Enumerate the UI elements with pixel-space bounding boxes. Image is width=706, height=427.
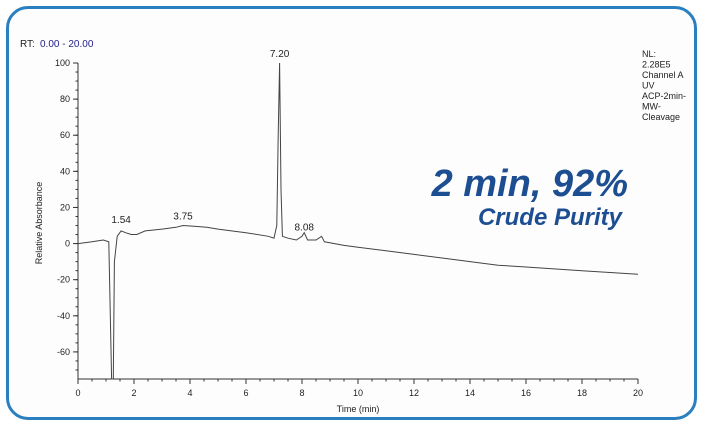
peak-label: 7.20 xyxy=(270,49,290,60)
y-tick-label: -40 xyxy=(57,311,70,321)
x-tick-label: 14 xyxy=(465,388,475,398)
range-label-prefix: RT: xyxy=(20,39,35,50)
x-tick-label: 20 xyxy=(633,388,643,398)
x-tick-label: 6 xyxy=(243,388,248,398)
y-tick-label: 80 xyxy=(60,94,70,104)
y-tick-label: 40 xyxy=(60,166,70,176)
y-axis-label: Relative Absorbance xyxy=(34,182,44,265)
info-line: NL: xyxy=(642,49,656,59)
info-line: Channel A xyxy=(642,70,684,80)
x-tick-label: 16 xyxy=(521,388,531,398)
x-tick-label: 8 xyxy=(299,388,304,398)
info-line: MW- xyxy=(642,102,661,112)
peak-label: 3.75 xyxy=(173,212,193,223)
chart-frame xyxy=(6,6,697,420)
y-axis: 100 80 60 40 20 0 -20 -40 -60 xyxy=(55,58,79,379)
x-tick-label: 4 xyxy=(187,388,192,398)
info-line: 2.28E5 xyxy=(642,60,671,70)
y-tick-label: 60 xyxy=(60,130,70,140)
x-axis: 0 2 4 6 8 10 12 14 16 18 20 xyxy=(75,378,643,398)
x-tick-label: 12 xyxy=(409,388,419,398)
absorbance-trace xyxy=(77,62,639,380)
x-tick-label: 18 xyxy=(577,388,587,398)
info-line: ACP-2min- xyxy=(642,91,686,101)
x-tick-label: 2 xyxy=(131,388,136,398)
peak-label: 1.54 xyxy=(111,215,131,226)
x-tick-label: 10 xyxy=(353,388,363,398)
y-tick-label: -20 xyxy=(57,275,70,285)
range-label-value: 0.00 - 20.00 xyxy=(40,39,94,50)
y-tick-label: -60 xyxy=(57,347,70,357)
info-line: UV xyxy=(642,81,655,91)
x-tick-label: 0 xyxy=(75,388,80,398)
x-axis-label: Time (min) xyxy=(337,404,380,414)
callout-subtitle: Crude Purity xyxy=(478,204,624,231)
peak-labels: 1.54 3.75 7.20 8.08 xyxy=(111,49,314,233)
peak-label: 8.08 xyxy=(295,222,315,233)
y-tick-label: 0 xyxy=(65,239,70,249)
callout-title: 2 min, 92% xyxy=(431,163,628,205)
y-tick-label: 100 xyxy=(55,58,70,68)
info-line: Cleavage xyxy=(642,112,680,122)
y-tick-label: 20 xyxy=(60,202,70,212)
